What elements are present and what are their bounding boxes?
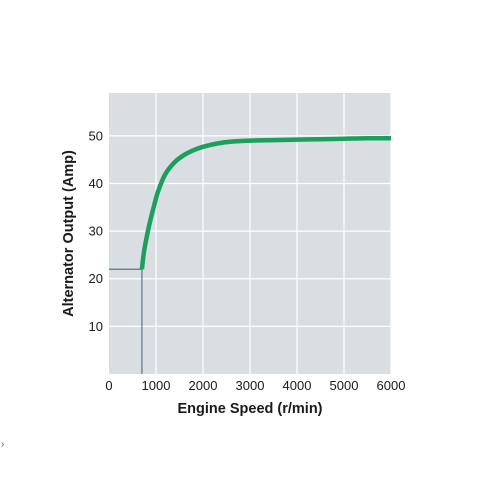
x-tick-label: 5000 — [330, 378, 359, 393]
y-tick-label: 30 — [89, 224, 103, 239]
y-tick-label: 20 — [89, 271, 103, 286]
cut-in-marker — [109, 268, 143, 374]
y-tick-label: 40 — [89, 176, 103, 191]
x-tick-label: 0 — [105, 378, 112, 393]
series-line-0 — [139, 135, 392, 270]
y-tick-label: 10 — [89, 319, 103, 334]
x-tick-label: 1000 — [142, 378, 171, 393]
x-tick-label: 6000 — [377, 378, 406, 393]
y-axis-title: Alternator Output (Amp) — [61, 150, 77, 317]
stray-mark: › — [1, 439, 4, 450]
x-tick-label: 3000 — [236, 378, 265, 393]
series-group — [139, 135, 392, 270]
x-tick-label: 4000 — [283, 378, 312, 393]
x-tick-labels: 0 1000 2000 3000 4000 5000 6000 — [105, 378, 405, 393]
x-axis-title: Engine Speed (r/min) — [177, 401, 322, 417]
x-tick-label: 2000 — [189, 378, 218, 393]
y-tick-labels: 10 20 30 40 50 — [89, 128, 103, 334]
y-tick-label: 50 — [89, 128, 103, 143]
